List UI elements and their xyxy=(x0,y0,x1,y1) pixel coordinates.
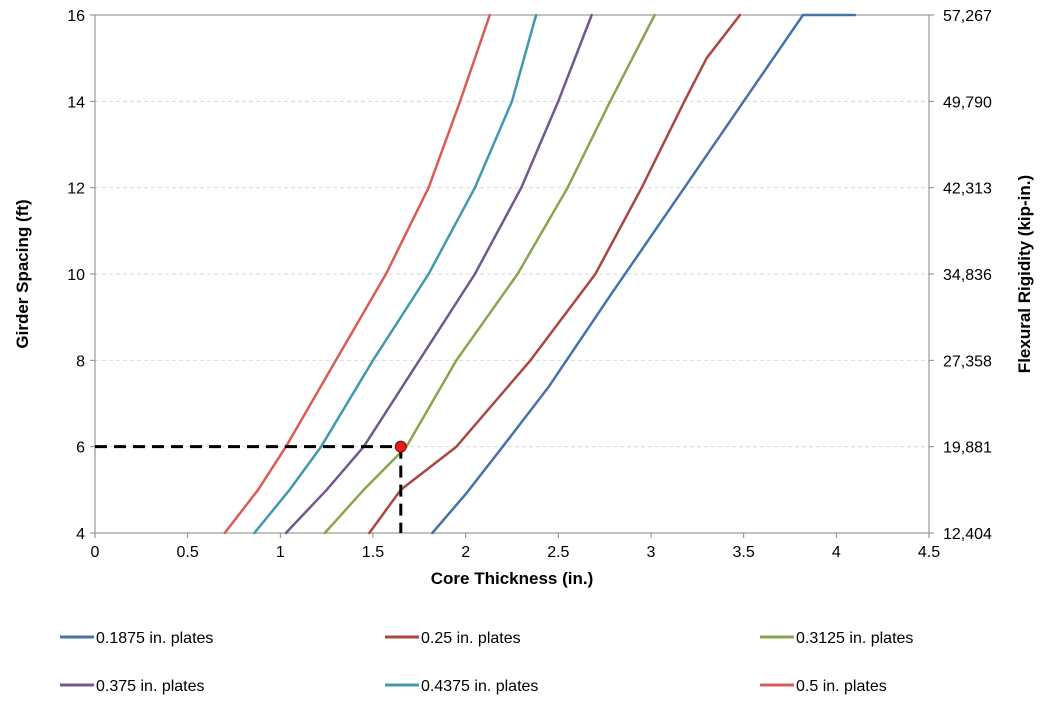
x-tick-label: 0.5 xyxy=(177,544,199,561)
series-line-1 xyxy=(431,13,857,535)
y-axis-title: Girder Spacing (ft) xyxy=(13,199,32,348)
x-tick-label: 0 xyxy=(91,544,100,561)
y-tick-label: 8 xyxy=(76,353,85,370)
series-line-6 xyxy=(223,13,492,535)
y2-tick-label: 42,313 xyxy=(943,181,992,198)
x-tick-label: 1.5 xyxy=(362,544,384,561)
y2-tick-label: 57,267 xyxy=(943,8,992,25)
series-layer xyxy=(223,13,857,535)
x-tick-label: 3 xyxy=(647,544,656,561)
annotation-layer xyxy=(95,440,407,533)
y2-axis-title: Flexural Rigidity (kip-in.) xyxy=(1015,175,1034,373)
y-tick-label: 16 xyxy=(67,8,85,25)
design-point-marker xyxy=(394,440,407,453)
y2-tick-label: 19,881 xyxy=(943,440,992,457)
series-line-3 xyxy=(323,13,656,535)
label-layer: 4681012141612,40419,88127,35834,83642,31… xyxy=(13,8,1034,588)
y-tick-label: 14 xyxy=(67,94,85,111)
legend-label-3: 0.3125 in. plates xyxy=(796,630,913,647)
legend-label-1: 0.1875 in. plates xyxy=(96,630,213,647)
y2-tick-label: 12,404 xyxy=(943,526,992,543)
axis-layer xyxy=(90,14,934,538)
series-line-5 xyxy=(253,13,538,535)
x-tick-label: 2.5 xyxy=(547,544,569,561)
series-line-2 xyxy=(368,13,742,535)
y2-tick-label: 27,358 xyxy=(943,353,992,370)
legend-label-5: 0.4375 in. plates xyxy=(421,678,538,695)
legend-label-2: 0.25 in. plates xyxy=(421,630,521,647)
x-axis-title: Core Thickness (in.) xyxy=(431,569,593,588)
x-tick-label: 4 xyxy=(832,544,841,561)
y-tick-label: 10 xyxy=(67,267,85,284)
y-tick-label: 6 xyxy=(76,440,85,457)
legend: 0.1875 in. plates 0.25 in. plates 0.3125 i… xyxy=(60,630,913,695)
legend-label-6: 0.5 in. plates xyxy=(796,678,887,695)
y2-tick-label: 49,790 xyxy=(943,94,992,111)
x-tick-label: 3.5 xyxy=(733,544,755,561)
x-tick-label: 2 xyxy=(461,544,470,561)
legend-label-4: 0.375 in. plates xyxy=(96,678,205,695)
y-tick-label: 4 xyxy=(76,526,85,543)
y-tick-label: 12 xyxy=(67,181,85,198)
y2-tick-label: 34,836 xyxy=(943,267,992,284)
series-line-4 xyxy=(284,13,593,535)
x-tick-label: 4.5 xyxy=(918,544,940,561)
x-tick-label: 1 xyxy=(276,544,285,561)
